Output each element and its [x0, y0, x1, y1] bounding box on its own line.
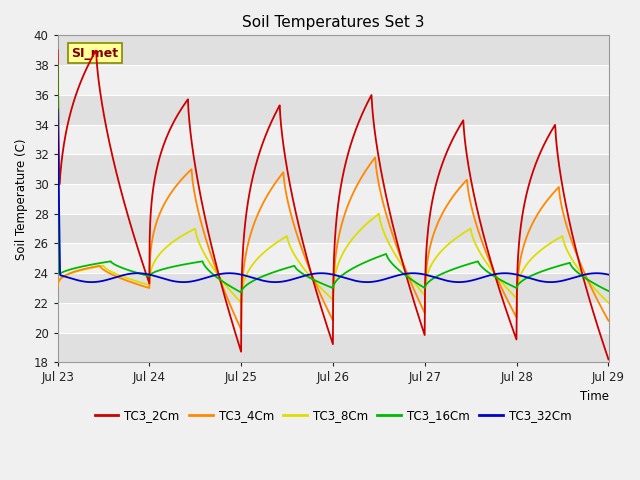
TC3_16Cm [237, 289, 245, 295]
Bar [58, 95, 609, 124]
TC3_32Cm [589, 271, 596, 276]
TC3_8Cm [54, 282, 61, 288]
TC3_8Cm [589, 284, 596, 289]
Line: TC3_8Cm: TC3_8Cm [58, 214, 609, 303]
Y-axis label: Soil Temperature (C): Soil Temperature (C) [15, 138, 28, 260]
TC3_8Cm [488, 267, 495, 273]
TC3_2Cm [589, 307, 596, 312]
TC3_2Cm [605, 357, 612, 362]
Text: SI_met: SI_met [71, 47, 118, 60]
Bar [58, 243, 609, 273]
TC3_16Cm [82, 263, 90, 269]
TC3_2Cm [307, 269, 315, 275]
Bar [58, 154, 609, 184]
TC3_16Cm [589, 280, 596, 286]
TC3_4Cm [589, 288, 596, 294]
TC3_4Cm [54, 285, 61, 291]
TC3_2Cm [322, 318, 330, 324]
TC3_4Cm [82, 266, 90, 272]
TC3_2Cm [488, 260, 495, 266]
TC3_8Cm [82, 266, 90, 272]
TC3_32Cm [82, 279, 90, 285]
TC3_8Cm [307, 274, 315, 280]
Bar [58, 333, 609, 362]
TC3_32Cm [589, 270, 596, 276]
Bar [58, 214, 609, 243]
TC3_4Cm [237, 326, 245, 332]
TC3_8Cm [605, 300, 612, 306]
TC3_16Cm [307, 276, 315, 281]
Line: TC3_32Cm: TC3_32Cm [58, 109, 609, 282]
TC3_32Cm [605, 272, 612, 277]
Bar [58, 184, 609, 214]
TC3_16Cm [54, 62, 61, 68]
TC3_4Cm [488, 264, 496, 270]
TC3_8Cm [322, 290, 330, 296]
TC3_32Cm [455, 279, 463, 285]
TC3_32Cm [307, 271, 315, 277]
TC3_4Cm [307, 270, 315, 276]
Legend: TC3_2Cm, TC3_4Cm, TC3_8Cm, TC3_16Cm, TC3_32Cm: TC3_2Cm, TC3_4Cm, TC3_8Cm, TC3_16Cm, TC3… [90, 404, 576, 427]
TC3_2Cm [82, 68, 90, 73]
TC3_8Cm [589, 284, 596, 289]
TC3_32Cm [54, 107, 61, 112]
Line: TC3_4Cm: TC3_4Cm [58, 157, 609, 329]
Bar [58, 36, 609, 65]
X-axis label: Time: Time [579, 390, 609, 403]
Title: Soil Temperatures Set 3: Soil Temperatures Set 3 [242, 15, 424, 30]
Line: TC3_16Cm: TC3_16Cm [58, 65, 609, 292]
Bar [58, 124, 609, 154]
TC3_8Cm [375, 211, 383, 216]
TC3_2Cm [54, 48, 61, 53]
TC3_4Cm [371, 155, 379, 160]
TC3_32Cm [322, 271, 330, 276]
Line: TC3_2Cm: TC3_2Cm [58, 50, 609, 360]
Bar [58, 273, 609, 303]
TC3_4Cm [589, 288, 597, 294]
Bar [58, 65, 609, 95]
Bar [58, 303, 609, 333]
TC3_16Cm [605, 288, 612, 294]
TC3_16Cm [488, 272, 495, 277]
TC3_16Cm [589, 280, 596, 286]
TC3_4Cm [605, 318, 612, 324]
TC3_2Cm [588, 306, 596, 312]
TC3_16Cm [322, 282, 330, 288]
TC3_4Cm [322, 303, 330, 309]
TC3_32Cm [488, 272, 495, 278]
